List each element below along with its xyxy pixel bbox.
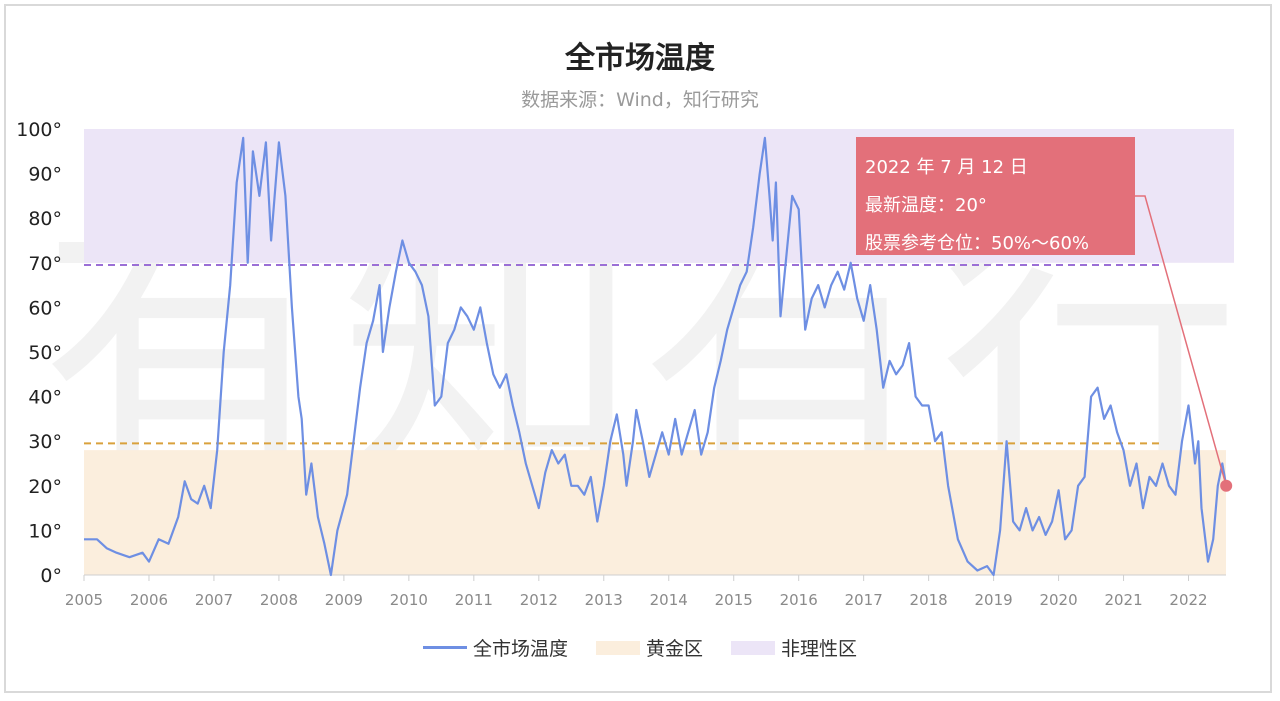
- legend-swatch-golden-zone: [595, 640, 640, 655]
- legend-item-temperature[interactable]: 全市场温度: [422, 634, 568, 661]
- tooltip-connector-line: [1135, 195, 1227, 487]
- y-tick-label: 40°: [28, 387, 62, 409]
- x-tick-label: 2018: [910, 591, 948, 609]
- x-tick-label: 2022: [1169, 591, 1207, 609]
- y-tick-label: 50°: [28, 342, 62, 364]
- x-tick-label: 2013: [585, 591, 623, 609]
- x-tick-label: 2019: [975, 591, 1013, 609]
- x-tick-label: 2010: [390, 591, 428, 609]
- x-tick-label: 2007: [195, 591, 233, 609]
- legend-item-golden-zone[interactable]: 黄金区: [595, 634, 703, 661]
- x-tick-label: 2015: [715, 591, 753, 609]
- y-tick-label: 0°: [40, 565, 62, 587]
- x-tick-label: 2017: [845, 591, 883, 609]
- legend-label-temperature: 全市场温度: [472, 638, 568, 660]
- y-tick-label: 30°: [28, 431, 62, 453]
- golden-zone-band: [84, 450, 1226, 575]
- y-tick-label: 100°: [16, 119, 62, 141]
- x-tick-label: 2006: [130, 591, 168, 609]
- tooltip-date: 2022 年 7 月 12 日: [865, 157, 1028, 178]
- latest-point-marker: [1220, 479, 1233, 492]
- legend-swatch-irrational-zone: [731, 640, 775, 655]
- legend: 全市场温度 黄金区 非理性区: [0, 634, 1280, 661]
- x-tick-label: 2008: [260, 591, 298, 609]
- x-tick-label: 2021: [1104, 591, 1142, 609]
- tooltip-position: 股票参考仓位：50%～60%: [865, 233, 1090, 254]
- latest-tooltip: 2022 年 7 月 12 日 最新温度：20° 股票参考仓位：50%～60%: [856, 137, 1135, 255]
- x-tick-label: 2009: [325, 591, 363, 609]
- tooltip-latest-temperature: 最新温度：20°: [865, 195, 987, 216]
- y-tick-label: 80°: [28, 208, 62, 230]
- x-tick-label: 2012: [520, 591, 558, 609]
- x-tick-label: 2020: [1039, 591, 1077, 609]
- chart-title: 全市场温度: [565, 41, 715, 76]
- y-tick-label: 90°: [28, 164, 62, 186]
- legend-item-irrational-zone[interactable]: 非理性区: [731, 634, 857, 661]
- chart-subtitle: 数据来源：Wind，知行研究: [521, 89, 759, 111]
- y-tick-label: 10°: [28, 520, 62, 542]
- temperature-series-line: [84, 136, 1228, 577]
- legend-label-golden-zone: 黄金区: [645, 638, 703, 660]
- x-tick-label: 2016: [780, 591, 818, 609]
- chart-frame: [4, 4, 1272, 693]
- y-tick-label: 60°: [28, 297, 62, 319]
- y-tick-label: 20°: [28, 476, 62, 498]
- x-tick-label: 2011: [455, 591, 493, 609]
- x-tick-label: 2005: [65, 591, 103, 609]
- x-tick-label: 2014: [650, 591, 688, 609]
- legend-label-irrational-zone: 非理性区: [781, 638, 858, 660]
- y-tick-label: 70°: [28, 253, 62, 275]
- legend-swatch-temperature: [422, 646, 467, 649]
